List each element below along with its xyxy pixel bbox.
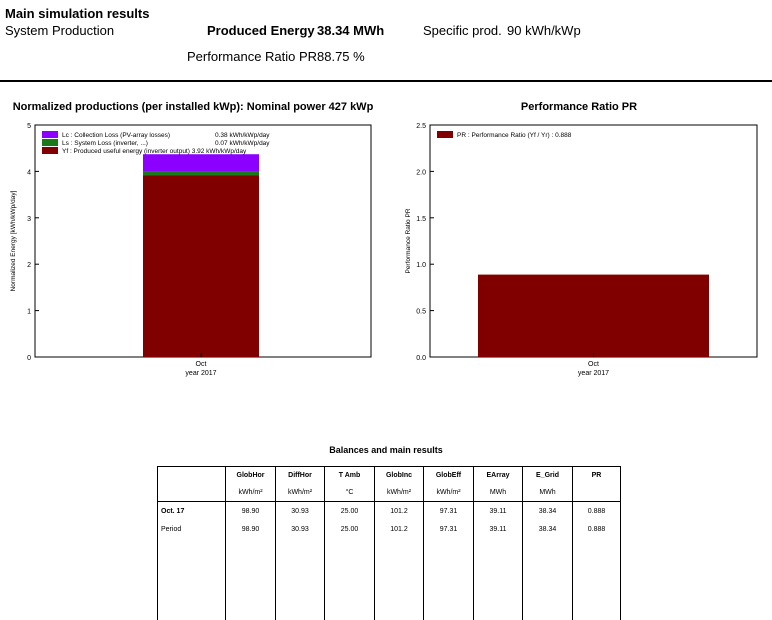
norm-y-tick-label: 2 bbox=[27, 262, 31, 269]
table-cell: 38.34 bbox=[522, 501, 573, 520]
table-row: Period 98.90 30.93 25.00 101.2 97.31 39.… bbox=[157, 520, 621, 538]
norm-legend-swatch-0 bbox=[42, 131, 58, 138]
norm-y-tick-label: 0 bbox=[27, 355, 31, 362]
norm-legend-value-1: 0.07 kWh/kWp/day bbox=[215, 140, 270, 147]
norm-legend-label-2: Yf : Produced useful energy (inverter ou… bbox=[62, 148, 247, 155]
header-cell: PR bbox=[572, 466, 621, 484]
norm-y-tick-label: 5 bbox=[27, 123, 31, 130]
pr-x-axis-label: year 2017 bbox=[578, 370, 609, 377]
table-cell: 39.11 bbox=[473, 501, 523, 520]
table-cell: 25.00 bbox=[324, 501, 375, 520]
pr-y-tick-label: 2.0 bbox=[416, 169, 426, 176]
unit-cell: MWh bbox=[473, 484, 523, 502]
norm-y-axis-label: Normalized Energy [kWh/kWp/day] bbox=[10, 190, 17, 291]
table-filler-row bbox=[157, 538, 621, 620]
header-divider bbox=[0, 80, 772, 82]
table-cell: 97.31 bbox=[423, 520, 474, 538]
produced-energy-value: 38.34 MWh bbox=[317, 23, 385, 38]
charts-canvas: 0 1 2 3 4 5 Oct year 2017 Normalized Energy [kWh… bbox=[10, 123, 758, 377]
header-cell: GlobInc bbox=[374, 466, 424, 484]
unit-cell: kWh/m² bbox=[225, 484, 276, 502]
table-cell: 30.93 bbox=[275, 520, 325, 538]
pr-y-tick-label: 2.5 bbox=[416, 123, 426, 130]
produced-energy-label: Produced Energy bbox=[207, 23, 315, 38]
header-cell: GlobHor bbox=[225, 466, 276, 484]
header-cell bbox=[157, 466, 226, 484]
pr-y-tick-label: 0.0 bbox=[416, 355, 426, 362]
pr-legend-swatch-0 bbox=[437, 131, 453, 138]
norm-x-tick-label: Oct bbox=[196, 361, 207, 368]
table-cell: 25.00 bbox=[324, 520, 375, 538]
header-cell: EArray bbox=[473, 466, 523, 484]
unit-cell: MWh bbox=[522, 484, 573, 502]
table-row: Oct. 17 98.90 30.93 25.00 101.2 97.31 39… bbox=[157, 501, 621, 520]
chart-title-pr: Performance Ratio PR bbox=[520, 101, 638, 113]
pr-y-tick-label: 1.5 bbox=[416, 216, 426, 223]
system-production-label: System Production bbox=[5, 23, 115, 38]
balances-table: GlobHor DiffHor T Amb GlobInc GlobEff EA… bbox=[157, 466, 621, 620]
unit-cell: kWh/m² bbox=[275, 484, 325, 502]
table-cell: 98.90 bbox=[225, 520, 276, 538]
norm-legend-label-1: Ls : System Loss (inverter, ...) bbox=[62, 140, 148, 147]
norm-legend-value-0: 0.38 kWh/kWp/day bbox=[215, 132, 270, 139]
table-header-row: GlobHor DiffHor T Amb GlobInc GlobEff EA… bbox=[157, 466, 621, 484]
specific-prod-value: 90 kWh/kWp bbox=[507, 23, 581, 38]
norm-bar-0 bbox=[143, 175, 259, 357]
pr-y-axis-label: Performance Ratio PR bbox=[405, 208, 412, 273]
header-cell: E_Grid bbox=[522, 466, 573, 484]
unit-cell bbox=[572, 484, 621, 502]
table-cell: 101.2 bbox=[374, 501, 424, 520]
norm-legend-label-0: Lc : Collection Loss (PV-array losses) bbox=[62, 132, 170, 139]
performance-ratio-value: 88.75 % bbox=[317, 49, 365, 64]
page-title: Main simulation results bbox=[5, 6, 150, 21]
pr-y-tick-label: 1.0 bbox=[416, 262, 426, 269]
pr-x-tick-label: Oct bbox=[588, 361, 599, 368]
table-cell: 98.90 bbox=[225, 501, 276, 520]
unit-cell: °C bbox=[324, 484, 375, 502]
header-cell: GlobEff bbox=[423, 466, 474, 484]
chart-title-normalized: Normalized productions (per installed kW… bbox=[12, 101, 374, 113]
norm-legend-swatch-2 bbox=[42, 147, 58, 154]
norm-y-tick-label: 3 bbox=[27, 216, 31, 223]
table-cell: 38.34 bbox=[522, 520, 573, 538]
table-cell: 0.888 bbox=[572, 520, 621, 538]
norm-bar-1 bbox=[143, 171, 259, 176]
unit-cell: kWh/m² bbox=[423, 484, 474, 502]
header-cell: T Amb bbox=[324, 466, 375, 484]
pr-legend-label-0: PR : Performance Ratio (Yf / Yr) : 0.888 bbox=[457, 132, 572, 139]
norm-legend-swatch-1 bbox=[42, 139, 58, 146]
table-cell: 97.31 bbox=[423, 501, 474, 520]
performance-ratio-label: Performance Ratio PR bbox=[187, 49, 318, 64]
table-cell: 30.93 bbox=[275, 501, 325, 520]
norm-y-tick-label: 4 bbox=[27, 169, 31, 176]
pr-bar-0 bbox=[478, 274, 709, 357]
norm-bar-2 bbox=[143, 154, 259, 172]
table-cell: Period bbox=[157, 520, 226, 538]
unit-cell bbox=[157, 484, 226, 502]
unit-cell: kWh/m² bbox=[374, 484, 424, 502]
table-cell: 39.11 bbox=[473, 520, 523, 538]
table-units-row: kWh/m² kWh/m² °C kWh/m² kWh/m² MWh MWh bbox=[157, 484, 621, 502]
table-cell: Oct. 17 bbox=[157, 501, 226, 520]
norm-y-tick-label: 1 bbox=[27, 309, 31, 316]
specific-prod-label: Specific prod. bbox=[423, 23, 502, 38]
norm-x-axis-label: year 2017 bbox=[185, 370, 216, 377]
table-title: Balances and main results bbox=[329, 445, 443, 455]
table-cell: 0.888 bbox=[572, 501, 621, 520]
table-cell: 101.2 bbox=[374, 520, 424, 538]
pr-y-tick-label: 0.5 bbox=[416, 309, 426, 316]
header-cell: DiffHor bbox=[275, 466, 325, 484]
